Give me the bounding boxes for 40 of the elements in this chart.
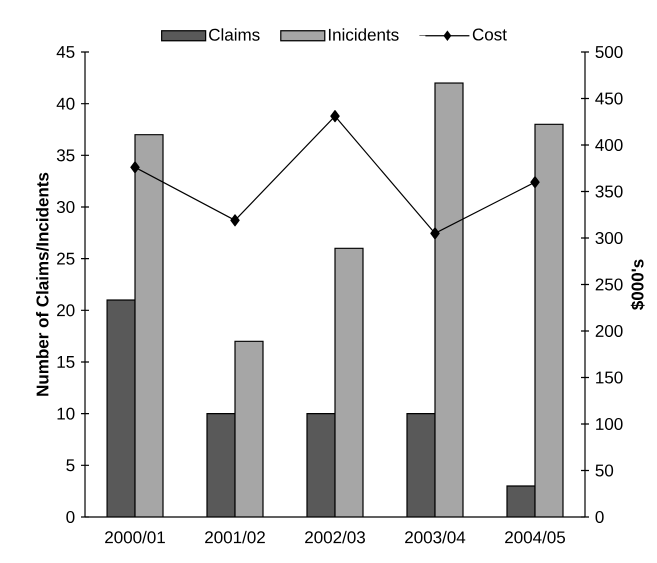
y2-tick-label: 350: [596, 185, 623, 198]
y-tick-label: 20: [57, 304, 74, 316]
bar: [435, 83, 463, 517]
point: [330, 110, 340, 122]
y-tick-label: 5: [66, 459, 74, 472]
y-tick-label: 45: [56, 46, 74, 58]
y-tick-label: 15: [58, 356, 74, 368]
y-tick-label: 40: [56, 98, 74, 110]
x-tick-label: 2002/03: [305, 530, 365, 544]
y-tick-label: 30: [56, 200, 74, 214]
legend-label: Cost: [472, 28, 507, 41]
point: [430, 227, 440, 240]
point: [230, 214, 240, 226]
bar: [135, 134, 164, 517]
legend-label: Inicidents: [328, 28, 399, 41]
point: [130, 161, 140, 174]
y-tick-label: 10: [58, 408, 74, 420]
y2-tick-label: 300: [596, 232, 623, 244]
y-tick-label: 35: [56, 149, 74, 162]
y2-tick-label: 250: [596, 278, 623, 291]
x-tick-label: 2001/02: [205, 530, 265, 544]
y2-tick-label: 0: [596, 510, 604, 524]
y2-tick-label: 400: [595, 138, 623, 152]
y-tick-label: 25: [57, 252, 74, 265]
bar: [235, 341, 263, 517]
x-tick-label: 2003/04: [405, 530, 466, 544]
point: [530, 176, 540, 188]
y2-tick-label: 100: [596, 418, 623, 430]
x-tick-label: 2004/05: [505, 530, 565, 544]
y2-tick-label: 500: [596, 46, 623, 58]
y2-tick-label: 200: [596, 324, 623, 338]
y2-tick-label: 450: [595, 92, 623, 105]
y2-tick-label: 50: [596, 464, 614, 477]
legend-label: Claims: [209, 28, 260, 41]
y2-axis-title: $000's: [630, 260, 645, 310]
bar: [335, 248, 363, 517]
y2-tick-label: 150: [596, 371, 623, 384]
y-axis-title: Number of Claims/Incidents: [36, 172, 49, 396]
y-tick-label: 0: [66, 510, 74, 524]
x-tick-label: 2000/01: [105, 530, 165, 544]
